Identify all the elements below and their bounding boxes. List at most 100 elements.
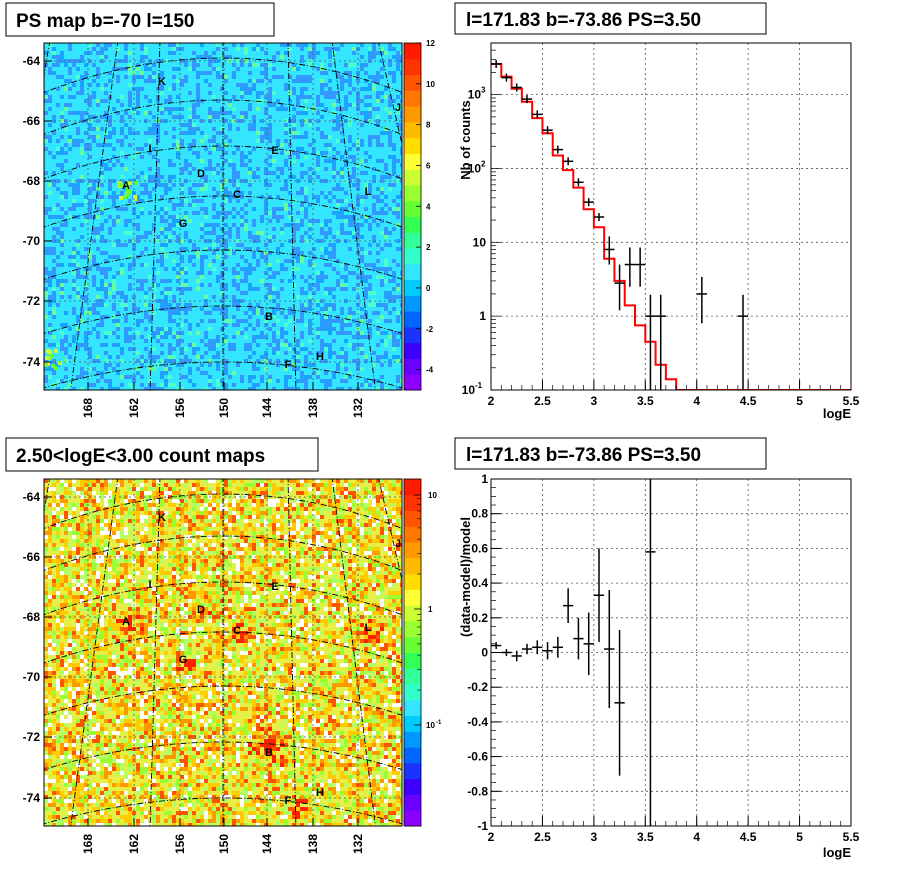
map-pixel [160, 119, 164, 123]
map-pixel [332, 159, 336, 163]
spectrum-x-tick: 4 [693, 394, 700, 408]
map-pixel [172, 515, 176, 519]
map-pixel [292, 235, 296, 239]
map-pixel [376, 575, 380, 579]
map-pixel [284, 339, 288, 343]
map-pixel [224, 211, 228, 215]
map-pixel [372, 547, 376, 551]
map-pixel [288, 343, 292, 347]
map-pixel [140, 55, 144, 59]
map-pixel [340, 207, 344, 211]
map-pixel [96, 119, 100, 123]
map-pixel [380, 375, 384, 379]
map-pixel [200, 507, 204, 511]
map-pixel [372, 523, 376, 527]
map-pixel [48, 311, 52, 315]
map-pixel [340, 275, 344, 279]
map-pixel [168, 543, 172, 547]
map-pixel [224, 487, 228, 491]
spectrum-ylabel: Nb of counts [458, 100, 473, 179]
map-pixel [300, 123, 304, 127]
map-pixel [208, 487, 212, 491]
map-pixel [64, 595, 68, 599]
map-pixel [252, 483, 256, 487]
map-pixel [92, 559, 96, 563]
map-pixel [244, 219, 248, 223]
map-pixel [112, 343, 116, 347]
map-pixel [80, 499, 84, 503]
map-pixel [208, 359, 212, 363]
map-pixel [244, 327, 248, 331]
map-pixel [296, 319, 300, 323]
map-pixel [164, 367, 168, 371]
map-pixel [284, 359, 288, 363]
map-pixel [76, 319, 80, 323]
map-pixel [80, 567, 84, 571]
map-pixel [52, 579, 56, 583]
map-pixel [204, 135, 208, 139]
map-pixel [328, 319, 332, 323]
map-pixel [116, 563, 120, 567]
map-pixel [292, 123, 296, 127]
map-pixel [116, 139, 120, 143]
map-pixel [344, 359, 348, 363]
map-pixel [372, 527, 376, 531]
map-pixel [100, 323, 104, 327]
map-pixel [164, 107, 168, 111]
map-pixel [272, 275, 276, 279]
ps-colorbar-tick: -4 [426, 366, 434, 375]
map-pixel [396, 203, 400, 207]
map-pixel [316, 99, 320, 103]
map-pixel [152, 531, 156, 535]
map-pixel [280, 171, 284, 175]
map-pixel [372, 583, 376, 587]
map-pixel [144, 591, 148, 595]
map-pixel [332, 563, 336, 567]
map-pixel [236, 543, 240, 547]
map-pixel [300, 259, 304, 263]
map-pixel [392, 499, 396, 503]
map-pixel [356, 235, 360, 239]
colorbar-segment [404, 263, 421, 281]
map-pixel [216, 147, 220, 151]
map-pixel [140, 555, 144, 559]
map-pixel [132, 79, 136, 83]
map-pixel [336, 363, 340, 367]
map-pixel [220, 507, 224, 511]
map-pixel [188, 203, 192, 207]
map-pixel [56, 139, 60, 143]
map-pixel [388, 231, 392, 235]
map-pixel [52, 251, 56, 255]
map-pixel [332, 103, 336, 107]
map-pixel [216, 99, 220, 103]
map-pixel [344, 567, 348, 571]
map-pixel [296, 79, 300, 83]
map-pixel [348, 531, 352, 535]
map-pixel [108, 71, 112, 75]
map-pixel [72, 535, 76, 539]
map-pixel [72, 507, 76, 511]
spectrum-data-point [593, 213, 605, 222]
map-pixel [312, 371, 316, 375]
map-pixel [284, 331, 288, 335]
map-pixel [180, 247, 184, 251]
map-pixel [284, 203, 288, 207]
map-pixel [76, 183, 80, 187]
map-pixel [192, 507, 196, 511]
map-pixel [148, 75, 152, 79]
map-pixel [192, 515, 196, 519]
map-pixel [240, 255, 244, 259]
map-pixel [64, 223, 68, 227]
map-pixel [144, 543, 148, 547]
map-pixel [256, 495, 260, 499]
map-pixel [392, 275, 396, 279]
map-pixel [212, 195, 216, 199]
map-pixel [396, 339, 400, 343]
spectrum-x-tick: 3.5 [637, 394, 654, 408]
map-pixel [96, 303, 100, 307]
map-pixel [140, 287, 144, 291]
map-pixel [232, 507, 236, 511]
map-pixel [140, 263, 144, 267]
map-pixel [152, 511, 156, 515]
map-pixel [400, 531, 402, 535]
